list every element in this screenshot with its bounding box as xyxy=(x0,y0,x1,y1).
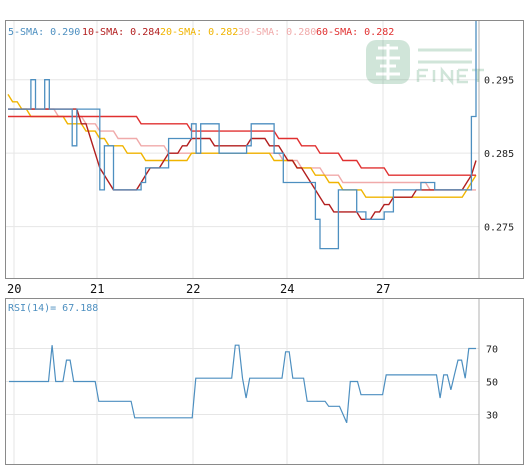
rsi-y-axis: 30 50 70 xyxy=(486,345,498,422)
legend-60-sma: 60-SMA: 0.282 xyxy=(316,27,394,38)
main-y-tick-label: 0.275 xyxy=(484,223,514,234)
legend-10-sma: 10-SMA: 0.284 xyxy=(82,27,160,38)
main-panel: 0.275 0.285 0.295 20 21 22 24 27 5-SMA: 0.290 … xyxy=(5,20,524,296)
main-x-axis: 20 21 22 24 27 xyxy=(7,282,390,296)
finet-watermark-logo xyxy=(366,40,484,86)
main-series-layer xyxy=(7,21,477,250)
series-line-5-sma xyxy=(8,21,477,250)
series-line-60-sma xyxy=(8,115,476,176)
main-legend: 5-SMA: 0.290 10-SMA: 0.284 20-SMA: 0.282… xyxy=(8,27,394,38)
main-x-tick-label: 27 xyxy=(376,282,390,296)
series-line-10-sma xyxy=(8,108,477,220)
main-x-tick-label: 22 xyxy=(186,282,200,296)
main-x-tick-label: 21 xyxy=(90,282,104,296)
rsi-legend: RSI(14)= 67.188 xyxy=(8,303,98,314)
main-y-tick-label: 0.295 xyxy=(484,76,514,87)
rsi-y-tick-label: 30 xyxy=(486,411,498,422)
legend-20-sma: 20-SMA: 0.282 xyxy=(160,27,238,38)
rsi-y-tick-label: 50 xyxy=(486,378,498,389)
main-y-axis: 0.275 0.285 0.295 xyxy=(484,76,514,234)
main-x-tick-label: 24 xyxy=(280,282,294,296)
main-x-tick-label: 20 xyxy=(7,282,21,296)
rsi-series-layer xyxy=(9,344,476,424)
legend-5-sma: 5-SMA: 0.290 xyxy=(8,27,80,38)
series-line-rsi xyxy=(9,344,476,424)
rsi-grid xyxy=(6,299,480,464)
legend-30-sma: 30-SMA: 0.280 xyxy=(238,27,316,38)
main-panel-frame xyxy=(5,20,524,279)
rsi-panel: 30 50 70 RSI(14)= 67.188 xyxy=(5,298,524,465)
rsi-y-tick-label: 70 xyxy=(486,345,498,356)
main-y-tick-label: 0.285 xyxy=(484,149,514,160)
